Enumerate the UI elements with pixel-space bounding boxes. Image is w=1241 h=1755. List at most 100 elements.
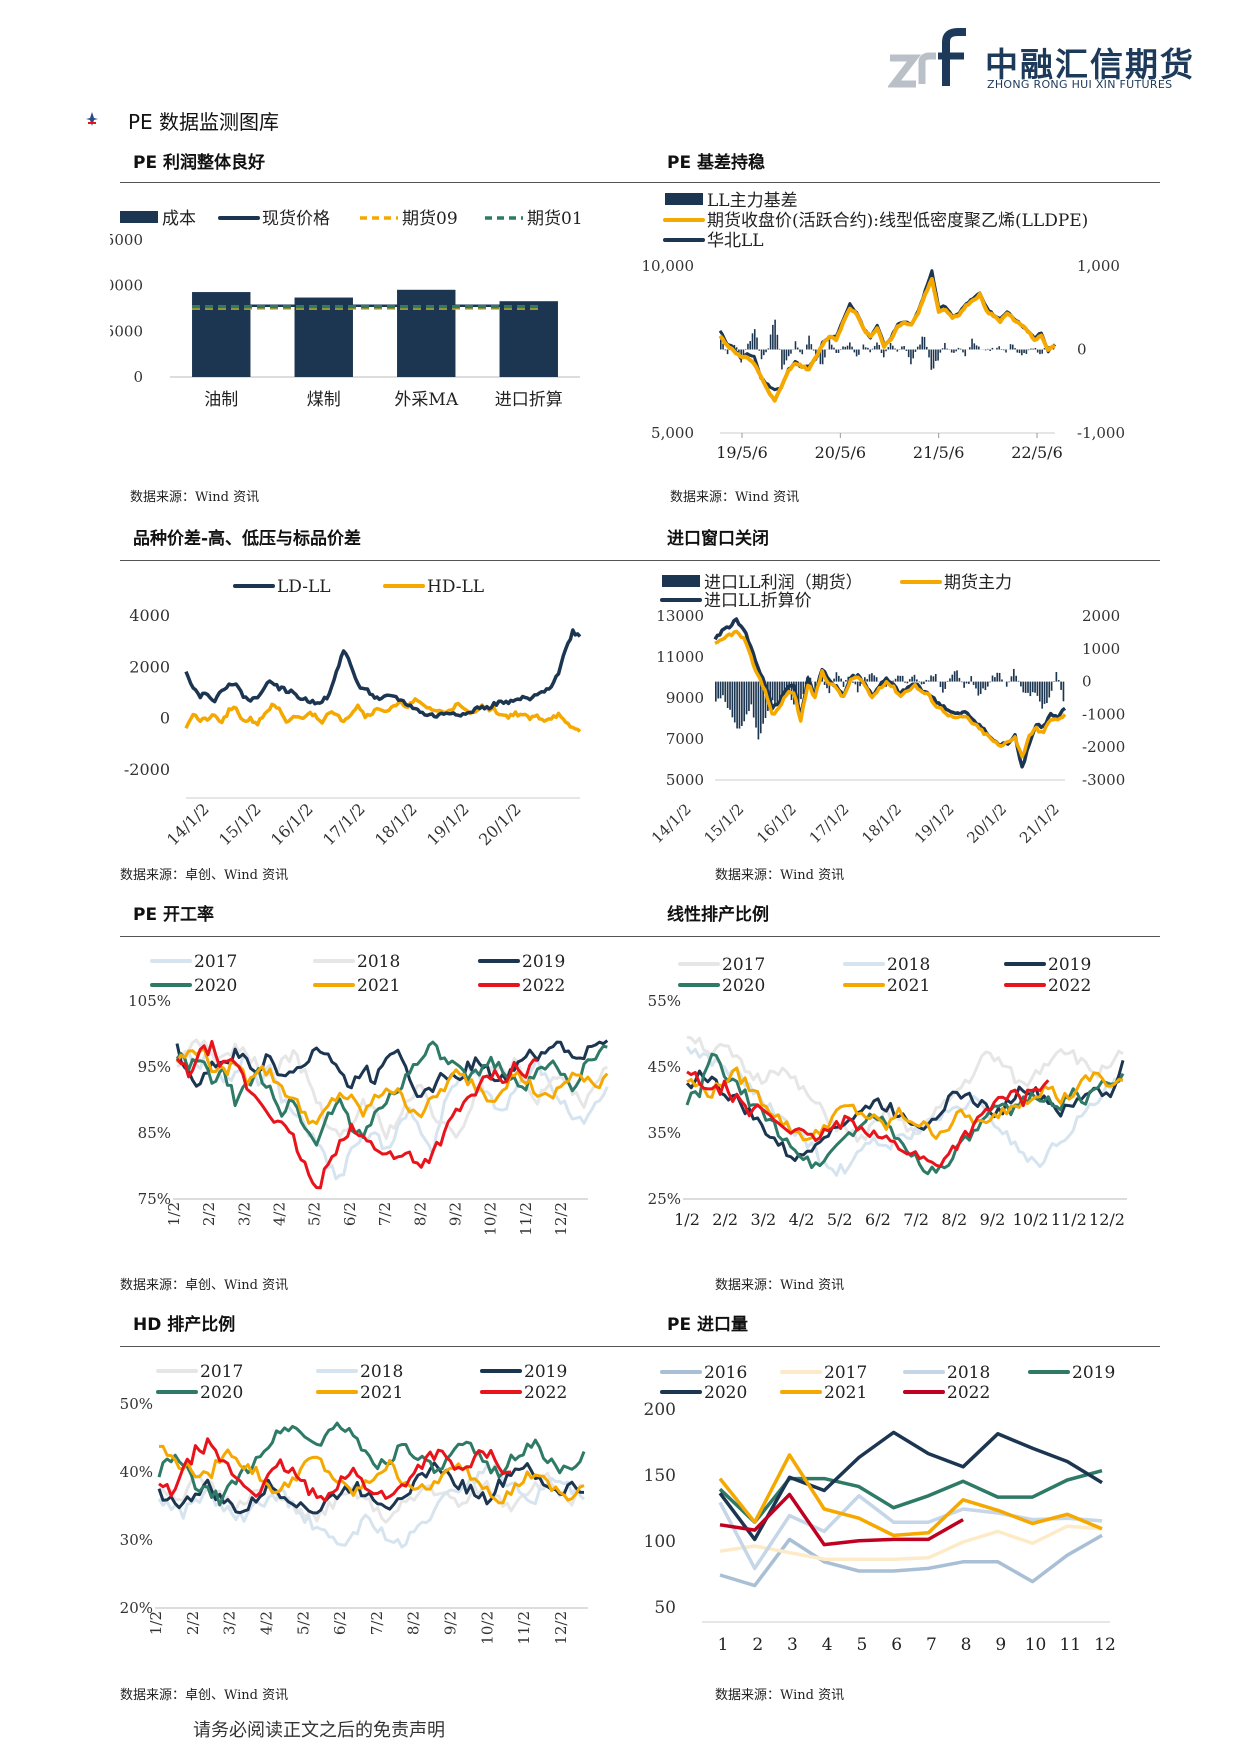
basis-bar [901,346,903,350]
x-tick-label: 4 [822,1635,833,1655]
x-tick-label: 1/2 [165,1202,183,1226]
basis-bar [989,349,991,351]
legend-label: 2019 [524,1362,567,1382]
y-tick-label: 100 [644,1532,676,1552]
basis-bar [907,349,910,358]
series-line [686,1070,1050,1168]
import-profit-bar [871,673,873,682]
import-profit-bar [906,681,909,684]
series-line [176,1038,608,1141]
basis-bar [1023,349,1025,354]
series-line [719,1492,964,1547]
import-profit-bar [1027,681,1029,693]
x-tick-label: 19/1/2 [911,800,958,847]
x-tick-label: 5/2 [294,1611,312,1635]
basis-bar [885,349,887,352]
basis-bar [873,345,876,350]
import-profit-bar [752,681,755,718]
y-tick-label: 105% [128,992,171,1010]
x-tick-label: 5 [856,1635,867,1655]
import-profit-bar [859,681,861,687]
import-profit-bar [748,681,750,712]
import-profit-bar [897,675,899,682]
y-tick-label: 15000 [110,231,143,249]
x-tick-label: 9/2 [446,1202,464,1226]
import-profit-bar [1015,675,1017,682]
import-profit-bar [994,677,996,682]
import-profit-bar [927,680,930,682]
import-profit-bar [1017,680,1020,682]
legend-label: 2021 [887,976,930,996]
basis-bar [928,349,930,358]
basis-bar [765,349,767,353]
basis-bar [998,346,1000,350]
import-profit-bar [1062,681,1065,702]
basis-bar [912,349,914,359]
x-tick-label: 2 [752,1635,763,1655]
legend-label: 2018 [357,952,400,972]
import-profit-bar [920,681,923,685]
series-line [175,1046,609,1125]
source-note: 数据来源：Wind 资讯 [715,1688,845,1703]
import-profit-bar [946,680,949,682]
legend-label: 2019 [1072,1363,1115,1383]
basis-bar [1018,349,1021,354]
x-tick-label: 19/1/2 [423,799,473,849]
import-profit-bar [790,681,793,701]
basis-bar [753,329,756,350]
x-tick-label: 18/1/2 [858,800,905,847]
import-profit-bar [724,681,727,702]
source-note: 数据来源：Wind 资讯 [130,490,260,505]
legend-label: LL主力基差 [707,191,798,211]
x-tick-label: 20/1/2 [963,800,1010,847]
import-profit-bar [1020,681,1022,687]
brand-logo-mark [888,28,966,88]
basis-bar [824,349,826,358]
x-tick-label: 5/2 [306,1202,324,1226]
basis-bar [975,345,978,350]
series-line [718,276,1056,403]
basis-bar [1011,344,1014,350]
x-tick-label: 9/2 [442,1611,460,1635]
panel-title-operating-rate: PE 开工率 [133,905,214,925]
basis-bar [876,342,878,350]
series-line [158,1437,512,1503]
x-tick-label: 外采MA [394,390,458,410]
basis-bar [801,349,804,355]
import-profit-bar [996,672,999,682]
basis-bar [916,346,919,350]
y-tick-label: 20% [120,1599,153,1617]
basis-bar [769,334,772,350]
basis-bar [1036,349,1039,353]
import-profit-bar [911,676,913,682]
import-profit-bar [738,681,741,729]
basis-bar [984,349,987,351]
x-tick-label: 20/1/2 [475,799,525,849]
basis-bar [987,348,989,350]
import-profit-bar [774,681,776,705]
import-profit-bar [802,681,805,695]
basis-bar [747,343,749,350]
x-tick-label: 7 [926,1635,937,1655]
import-profit-bar [960,681,963,683]
x-tick-label: 16/1/2 [267,799,317,849]
legend-label: 2017 [200,1362,243,1382]
basis-bar [939,349,942,353]
panel-title-import-volume: PE 进口量 [667,1315,748,1335]
x-tick-label: 6/2 [341,1202,359,1226]
basis-bar [937,349,939,361]
basis-bar [944,342,946,350]
basis-bar [853,349,856,353]
import-profit-bar [918,681,921,683]
basis-bar [957,347,960,350]
y-tick-label: 150 [644,1466,676,1486]
y-tick-label: 200 [644,1400,676,1420]
brand-name-en: ZHONG RONG HUI XIN FUTURES [987,78,1173,91]
basis-bar [858,349,860,355]
y-tick-label: 85% [138,1124,171,1142]
legend-label: 2019 [1048,955,1091,975]
basis-bar [968,347,971,350]
source-note: 数据来源：卓创、Wind 资讯 [120,868,289,883]
